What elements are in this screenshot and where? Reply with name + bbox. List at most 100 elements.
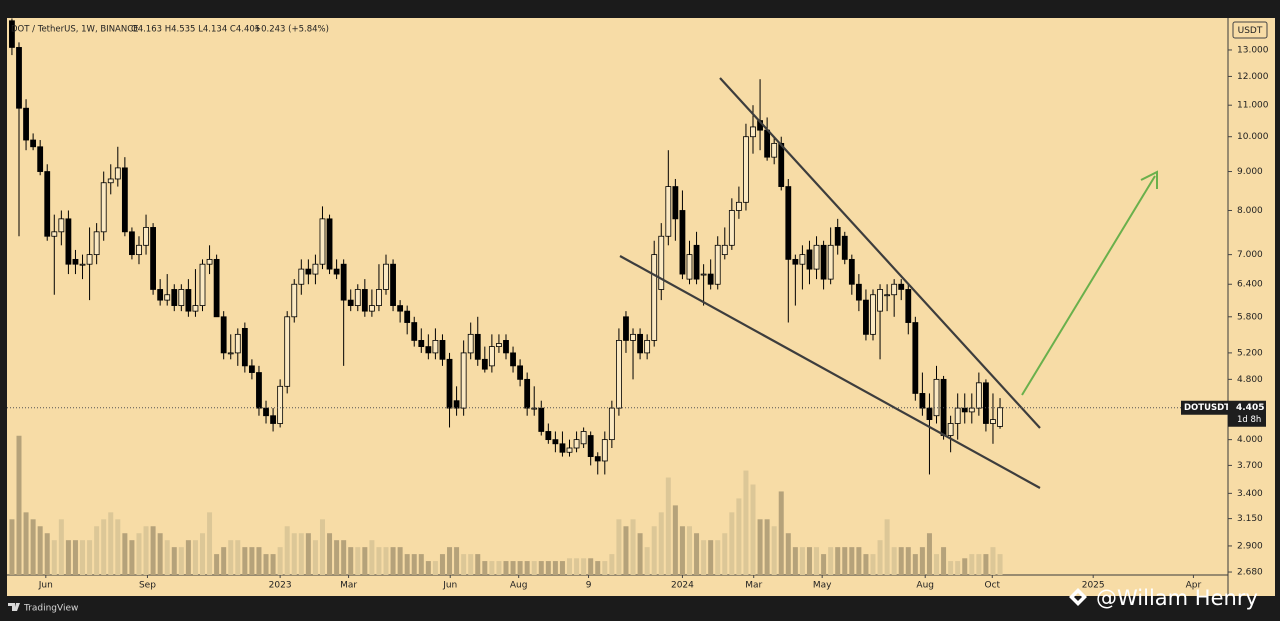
candle-body (891, 283, 898, 296)
candle-body (496, 343, 502, 347)
candle-body (926, 407, 933, 420)
candle-body (785, 186, 792, 260)
volume-bar (23, 512, 29, 575)
volume-bar (30, 519, 36, 575)
volume-bar (729, 512, 735, 575)
volume-bar (750, 484, 756, 575)
candle-body (305, 268, 312, 275)
candle-body (672, 186, 679, 220)
volume-bar (609, 554, 615, 575)
volume-bar (235, 540, 241, 575)
volume-bar (171, 547, 177, 575)
candle-body (545, 431, 552, 441)
currency-box[interactable] (1232, 21, 1268, 39)
y-tick-label: 6.400 (1237, 280, 1263, 290)
volume-bar (757, 519, 763, 575)
volume-bar (341, 540, 347, 575)
candle-body (227, 352, 234, 355)
candle-body (566, 447, 573, 453)
volume-bar (482, 561, 488, 575)
candle-body (284, 316, 291, 387)
volume-bar (736, 498, 742, 575)
y-tick-label: 2.900 (1237, 541, 1263, 551)
candle-body (855, 283, 862, 301)
candle-body (601, 439, 608, 462)
candle-body (277, 385, 284, 424)
volume-bar (475, 554, 481, 575)
volume-bar (9, 519, 15, 575)
volume-bar (976, 554, 982, 575)
candle-body (263, 407, 269, 417)
volume-bar (418, 554, 424, 575)
volume-bar (559, 561, 565, 575)
volume-bar (990, 547, 996, 575)
watermark: @Willam Henry (1096, 586, 1258, 610)
volume-bar (799, 547, 805, 575)
volume-bar (94, 526, 100, 575)
x-tick-label: 2025 (1082, 581, 1105, 591)
candle-body (383, 263, 389, 290)
volume-bar (835, 547, 841, 575)
volume-bar (602, 561, 608, 575)
currency: USDT (1238, 26, 1263, 36)
volume-bar (651, 526, 657, 575)
candle-body (65, 218, 72, 265)
volume-bar (595, 561, 601, 575)
volume-bar (806, 547, 812, 575)
candle-body (481, 358, 488, 370)
candle-body (912, 322, 919, 394)
volume-bar (567, 558, 573, 575)
candle-body (799, 254, 806, 265)
candle-body (743, 136, 749, 203)
volume-bar (284, 526, 290, 575)
upper-trendline (719, 77, 1041, 429)
candle-body (164, 294, 171, 301)
y-tick-label: 2.680 (1237, 568, 1263, 578)
volume-bar (390, 547, 396, 575)
volume-bar (185, 540, 191, 575)
volume-bar (319, 519, 325, 575)
volume-bar (701, 540, 707, 575)
candle-body (368, 305, 375, 312)
candle-body (488, 346, 495, 367)
x-tick-label: Apr (1186, 581, 1202, 591)
volume-bar (178, 547, 184, 575)
volume-bar (115, 519, 121, 575)
candle-body (319, 218, 326, 265)
candle-body (241, 327, 248, 367)
volume-bar (778, 491, 784, 575)
volume-bar (157, 533, 163, 575)
volume-bar (926, 533, 932, 575)
candle-body (531, 407, 538, 410)
x-tick-label: Mar (340, 581, 357, 591)
volume-bar (764, 519, 770, 575)
volume-bar (108, 512, 114, 575)
volume-bar (355, 547, 361, 575)
candle-body (997, 407, 1003, 427)
candle-body (679, 210, 686, 275)
volume-bar (334, 540, 340, 575)
candle-body (425, 346, 432, 354)
candle-body (877, 289, 883, 312)
volume-bar (489, 561, 495, 575)
x-tick-label: Oct (984, 581, 1000, 591)
volume-bar (588, 558, 594, 575)
candle-body (806, 249, 813, 270)
volume-bar (941, 547, 947, 575)
volume-bar (983, 554, 989, 575)
y-tick-label: 3.400 (1237, 489, 1263, 499)
volume-bar (510, 561, 516, 575)
candle-body (439, 340, 446, 360)
y-tick-label: 11.000 (1237, 101, 1269, 111)
volume-bar (842, 547, 848, 575)
volume-bar (122, 533, 128, 575)
volume-bar (708, 540, 714, 575)
volume-bar (221, 547, 227, 575)
volume-bar (722, 533, 728, 575)
candle-body (354, 289, 361, 306)
candle-body (637, 333, 643, 354)
candle-body (143, 227, 149, 246)
volume-bar (80, 540, 86, 575)
header-ohlc: O4.163 H4.535 L4.134 C4.405 (131, 25, 260, 35)
